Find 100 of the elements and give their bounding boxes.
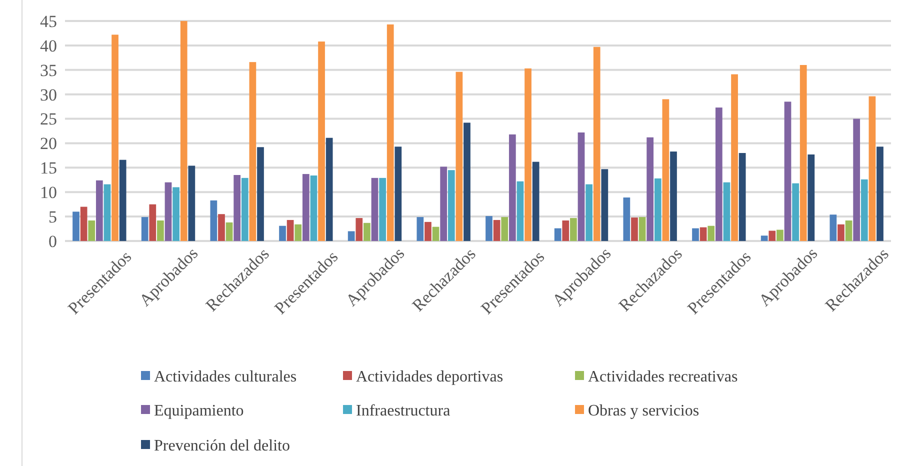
bar xyxy=(348,231,355,241)
bar xyxy=(760,236,768,241)
bar xyxy=(508,134,516,241)
bar xyxy=(792,183,799,241)
bar xyxy=(424,222,432,241)
bar xyxy=(326,138,333,241)
bar xyxy=(286,220,294,241)
bar xyxy=(562,220,570,241)
bar xyxy=(464,122,470,241)
bar xyxy=(554,228,562,241)
y-tick-label: 30 xyxy=(40,85,57,104)
bar xyxy=(96,180,103,241)
y-tick-label: 0 xyxy=(48,232,57,251)
legend-label: Infraestructura xyxy=(356,402,450,420)
bar xyxy=(241,178,248,241)
y-tick-label: 10 xyxy=(40,183,57,202)
bar xyxy=(654,178,662,241)
bar xyxy=(294,224,302,241)
bar xyxy=(738,153,746,241)
bar xyxy=(830,214,837,241)
y-tick-label: 35 xyxy=(40,60,57,80)
bar xyxy=(486,216,492,241)
y-tick-label: 45 xyxy=(40,12,57,31)
bar xyxy=(876,146,884,241)
bar xyxy=(662,99,670,241)
legend-label: Actividades recreativas xyxy=(588,368,738,386)
bar xyxy=(386,24,394,241)
bar xyxy=(578,132,585,241)
y-tick-label: 5 xyxy=(48,208,57,227)
bar xyxy=(723,182,730,241)
bar xyxy=(88,220,96,241)
bar xyxy=(593,46,600,241)
bar xyxy=(180,21,188,241)
bar xyxy=(731,74,738,241)
bar xyxy=(218,214,225,241)
bar xyxy=(141,217,148,241)
bar xyxy=(800,65,807,241)
bar xyxy=(586,184,592,241)
bar xyxy=(318,42,325,241)
legend-label: Equipamiento xyxy=(154,402,244,420)
bar xyxy=(112,34,118,241)
bar xyxy=(692,228,699,241)
bar xyxy=(860,179,868,241)
bar xyxy=(808,154,815,241)
bar xyxy=(501,217,508,241)
bar xyxy=(104,184,111,241)
bar xyxy=(379,178,386,241)
bar xyxy=(532,162,540,241)
bar xyxy=(394,146,402,241)
bar xyxy=(172,187,180,241)
bar xyxy=(776,230,784,241)
bar xyxy=(638,217,646,241)
legend-label: Actividades culturales xyxy=(154,368,297,386)
bar xyxy=(257,147,264,241)
bar xyxy=(164,182,172,241)
bar xyxy=(456,72,463,241)
bar xyxy=(440,166,448,241)
bar xyxy=(845,220,852,241)
bar xyxy=(646,137,654,241)
legend-label: Prevención del delito xyxy=(154,438,290,455)
bar xyxy=(516,181,524,241)
bar xyxy=(853,118,860,241)
bar xyxy=(72,212,80,241)
bar xyxy=(700,227,707,241)
bar xyxy=(493,220,500,241)
bar xyxy=(416,217,424,241)
bar xyxy=(868,96,876,241)
bar xyxy=(80,206,88,241)
bar xyxy=(838,224,844,241)
bar xyxy=(524,68,532,241)
bar xyxy=(784,102,792,241)
bar xyxy=(715,108,722,241)
bar xyxy=(623,197,630,241)
bar xyxy=(226,222,233,241)
bar xyxy=(708,226,715,241)
bar xyxy=(631,218,638,241)
bar xyxy=(768,230,776,241)
y-tick-label: 20 xyxy=(40,134,57,154)
bar xyxy=(310,175,318,241)
bar xyxy=(210,200,218,241)
bar xyxy=(119,160,126,241)
bar xyxy=(364,222,370,241)
bar xyxy=(188,166,196,241)
bar xyxy=(601,169,608,241)
y-tick-label: 15 xyxy=(40,158,57,178)
bar xyxy=(670,152,677,241)
bar xyxy=(448,170,455,241)
bar xyxy=(234,175,241,241)
y-tick-label: 40 xyxy=(40,36,57,56)
bar xyxy=(157,220,164,241)
legend-label: Actividades deportivas xyxy=(356,368,504,386)
bar xyxy=(279,226,286,241)
bar xyxy=(432,226,440,241)
bar xyxy=(149,204,156,241)
bar xyxy=(570,218,577,241)
bar xyxy=(249,62,256,241)
bar xyxy=(302,174,310,241)
bar xyxy=(371,178,378,241)
legend-label: Obras y servicios xyxy=(588,402,700,420)
y-tick-label: 25 xyxy=(40,110,57,129)
